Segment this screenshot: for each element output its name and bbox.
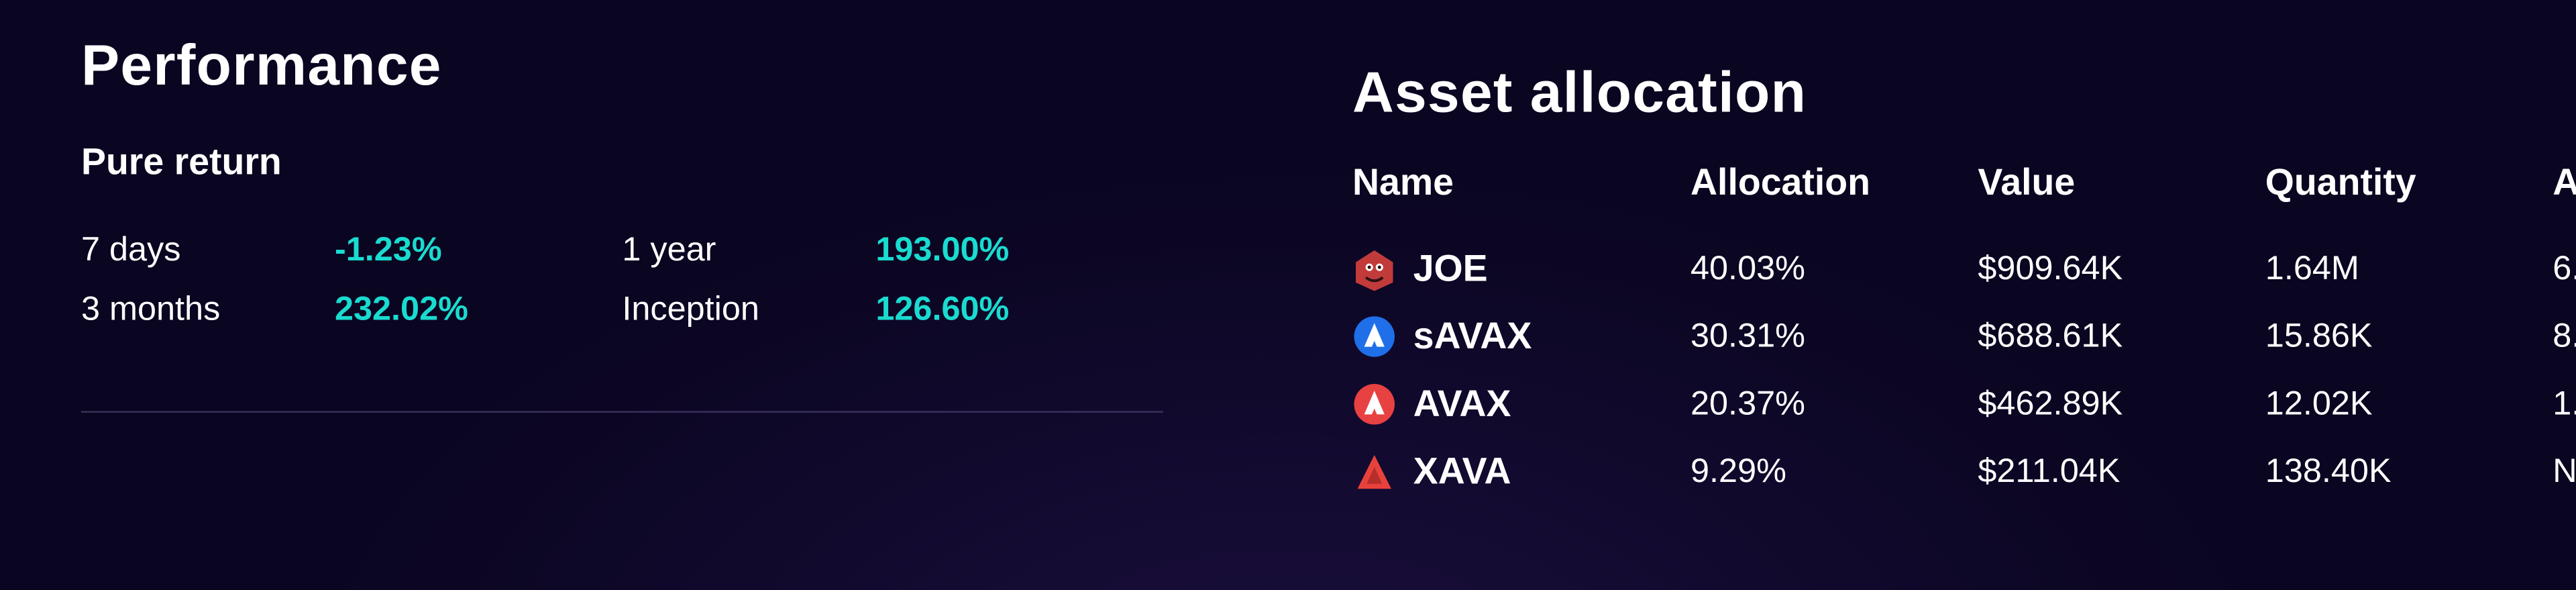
asset-name-cell: JOE: [1352, 247, 1690, 291]
allocation-header-row: Name Allocation Value Quantity APY: [1352, 160, 2576, 205]
asset-name: sAVAX: [1413, 315, 1532, 359]
asset-apy: 6.71%: [2553, 250, 2576, 289]
asset-allocation: 30.31%: [1690, 317, 1978, 356]
asset-value: $909.64K: [1978, 250, 2265, 289]
allocation-panel: Asset allocation Name Allocation Value Q…: [1285, 20, 2576, 505]
asset-quantity: 1.64M: [2265, 250, 2553, 289]
table-row: AVAX 20.37% $462.89K 12.02K 1.8%: [1352, 371, 2576, 438]
asset-value: $462.89K: [1978, 385, 2265, 424]
allocation-title: Asset allocation: [1352, 61, 2576, 127]
avax-token-icon: [1352, 383, 1397, 427]
perf-value-1y: 193.00%: [875, 232, 1163, 271]
col-header-value: Value: [1978, 160, 2265, 205]
asset-allocation: 9.29%: [1690, 452, 1978, 491]
perf-value-inception: 126.60%: [875, 291, 1163, 330]
performance-panel: Performance Pure return 7 days -1.23% 1 …: [0, 20, 1285, 426]
asset-apy: N/A: [2553, 452, 2576, 491]
perf-label-3m: 3 months: [81, 291, 335, 330]
asset-apy: 8.37%: [2553, 317, 2576, 356]
asset-name-cell: AVAX: [1352, 383, 1690, 427]
perf-label-inception: Inception: [622, 291, 875, 330]
col-header-quantity: Quantity: [2265, 160, 2553, 205]
asset-allocation: 20.37%: [1690, 385, 1978, 424]
col-header-name: Name: [1352, 160, 1690, 205]
asset-value: $211.04K: [1978, 452, 2265, 491]
table-row: XAVA 9.29% $211.04K 138.40K N/A: [1352, 438, 2576, 506]
col-header-allocation: Allocation: [1690, 160, 1978, 205]
perf-label-7d: 7 days: [81, 232, 335, 271]
perf-value-7d: -1.23%: [335, 232, 622, 271]
table-row: JOE 40.03% $909.64K 1.64M 6.71%: [1352, 235, 2576, 303]
asset-name: XAVA: [1413, 450, 1511, 494]
asset-quantity: 12.02K: [2265, 385, 2553, 424]
performance-subtitle: Pure return: [81, 140, 1217, 185]
joe-token-icon: [1352, 247, 1397, 291]
asset-apy: 1.8%: [2553, 385, 2576, 424]
asset-quantity: 15.86K: [2265, 317, 2553, 356]
asset-value: $688.61K: [1978, 317, 2265, 356]
perf-value-3m: 232.02%: [335, 291, 622, 330]
asset-name: AVAX: [1413, 383, 1511, 427]
performance-divider: [81, 411, 1163, 413]
asset-name: JOE: [1413, 247, 1488, 291]
xava-token-icon: [1352, 450, 1397, 494]
asset-name-cell: XAVA: [1352, 450, 1690, 494]
asset-name-cell: sAVAX: [1352, 315, 1690, 359]
asset-quantity: 138.40K: [2265, 452, 2553, 491]
performance-grid: 7 days -1.23% 1 year 193.00% 3 months 23…: [81, 232, 1217, 330]
table-row: sAVAX 30.31% $688.61K 15.86K 8.37%: [1352, 303, 2576, 371]
perf-label-1y: 1 year: [622, 232, 875, 271]
savax-token-icon: [1352, 315, 1397, 359]
asset-allocation: 40.03%: [1690, 250, 1978, 289]
col-header-apy: APY: [2553, 160, 2576, 205]
performance-title: Performance: [81, 34, 1217, 99]
